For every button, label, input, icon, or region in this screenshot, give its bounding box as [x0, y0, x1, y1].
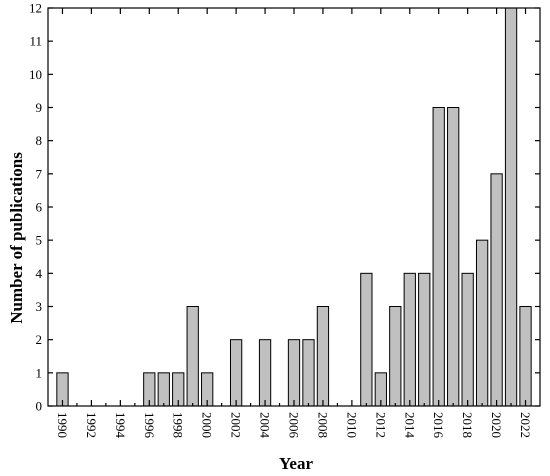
- bar-2008: [316, 306, 330, 407]
- y-tick-label-4: 4: [36, 266, 43, 281]
- y-tick-label-6: 6: [36, 200, 43, 215]
- y-axis-title: Number of publications: [7, 152, 26, 324]
- bar-2019: [475, 239, 489, 407]
- x-axis-title: Year: [279, 454, 313, 473]
- bar-2002: [229, 339, 243, 407]
- bar-2016: [432, 107, 445, 407]
- bar-2014: [403, 272, 416, 407]
- y-tick-label-0: 0: [36, 399, 43, 414]
- bar-2007: [302, 339, 315, 407]
- x-tick-label-2016: 2016: [431, 412, 446, 439]
- x-tick-label-1990: 1990: [55, 412, 70, 438]
- bar-2004: [258, 339, 272, 407]
- y-tick-label-2: 2: [36, 332, 43, 347]
- bar-2022: [519, 306, 532, 407]
- x-tick-label-2018: 2018: [460, 412, 475, 438]
- y-tick-label-5: 5: [36, 233, 43, 248]
- x-tick-labels: 1990 1992 1994 1996 1998 2000 2002 2004 2006 2008…: [55, 412, 533, 439]
- bar-2017: [447, 107, 460, 407]
- bar-1999: [186, 306, 199, 407]
- x-tick-label-2010: 2010: [344, 412, 359, 438]
- y-tick-label-11: 11: [29, 34, 42, 49]
- x-tick-label-2000: 2000: [200, 412, 215, 438]
- x-tick-label-1992: 1992: [84, 412, 99, 438]
- x-tick-label-2006: 2006: [287, 412, 302, 439]
- bar-2018: [461, 272, 474, 407]
- y-tick-label-1: 1: [36, 365, 43, 380]
- bars-group: [56, 7, 532, 407]
- bar-2015: [418, 272, 431, 407]
- x-tick-label-1994: 1994: [113, 412, 128, 439]
- bar-2021: [504, 7, 518, 407]
- y-tick-label-3: 3: [36, 299, 43, 314]
- y-tick-label-12: 12: [29, 1, 42, 16]
- x-tick-label-1998: 1998: [171, 412, 186, 438]
- x-tick-label-2002: 2002: [229, 412, 244, 438]
- x-tick-label-2004: 2004: [258, 412, 273, 439]
- y-tick-label-7: 7: [36, 166, 43, 181]
- x-tick-label-2020: 2020: [489, 412, 504, 438]
- x-tick-label-1996: 1996: [142, 412, 157, 439]
- x-tick-label-2014: 2014: [402, 412, 417, 439]
- y-tick-label-10: 10: [29, 67, 42, 82]
- x-tick-label-2008: 2008: [315, 412, 330, 438]
- plot-frame: [47, 7, 541, 407]
- y-tick-label-8: 8: [36, 133, 43, 148]
- bar-2013: [389, 306, 402, 407]
- bar-2020: [490, 173, 503, 407]
- x-tick-label-2022: 2022: [518, 412, 533, 438]
- y-tick-label-9: 9: [36, 100, 43, 115]
- bar-2011: [360, 272, 373, 407]
- bar-2006: [287, 339, 301, 407]
- bar-1997: [157, 372, 170, 407]
- x-tick-label-2012: 2012: [373, 412, 388, 438]
